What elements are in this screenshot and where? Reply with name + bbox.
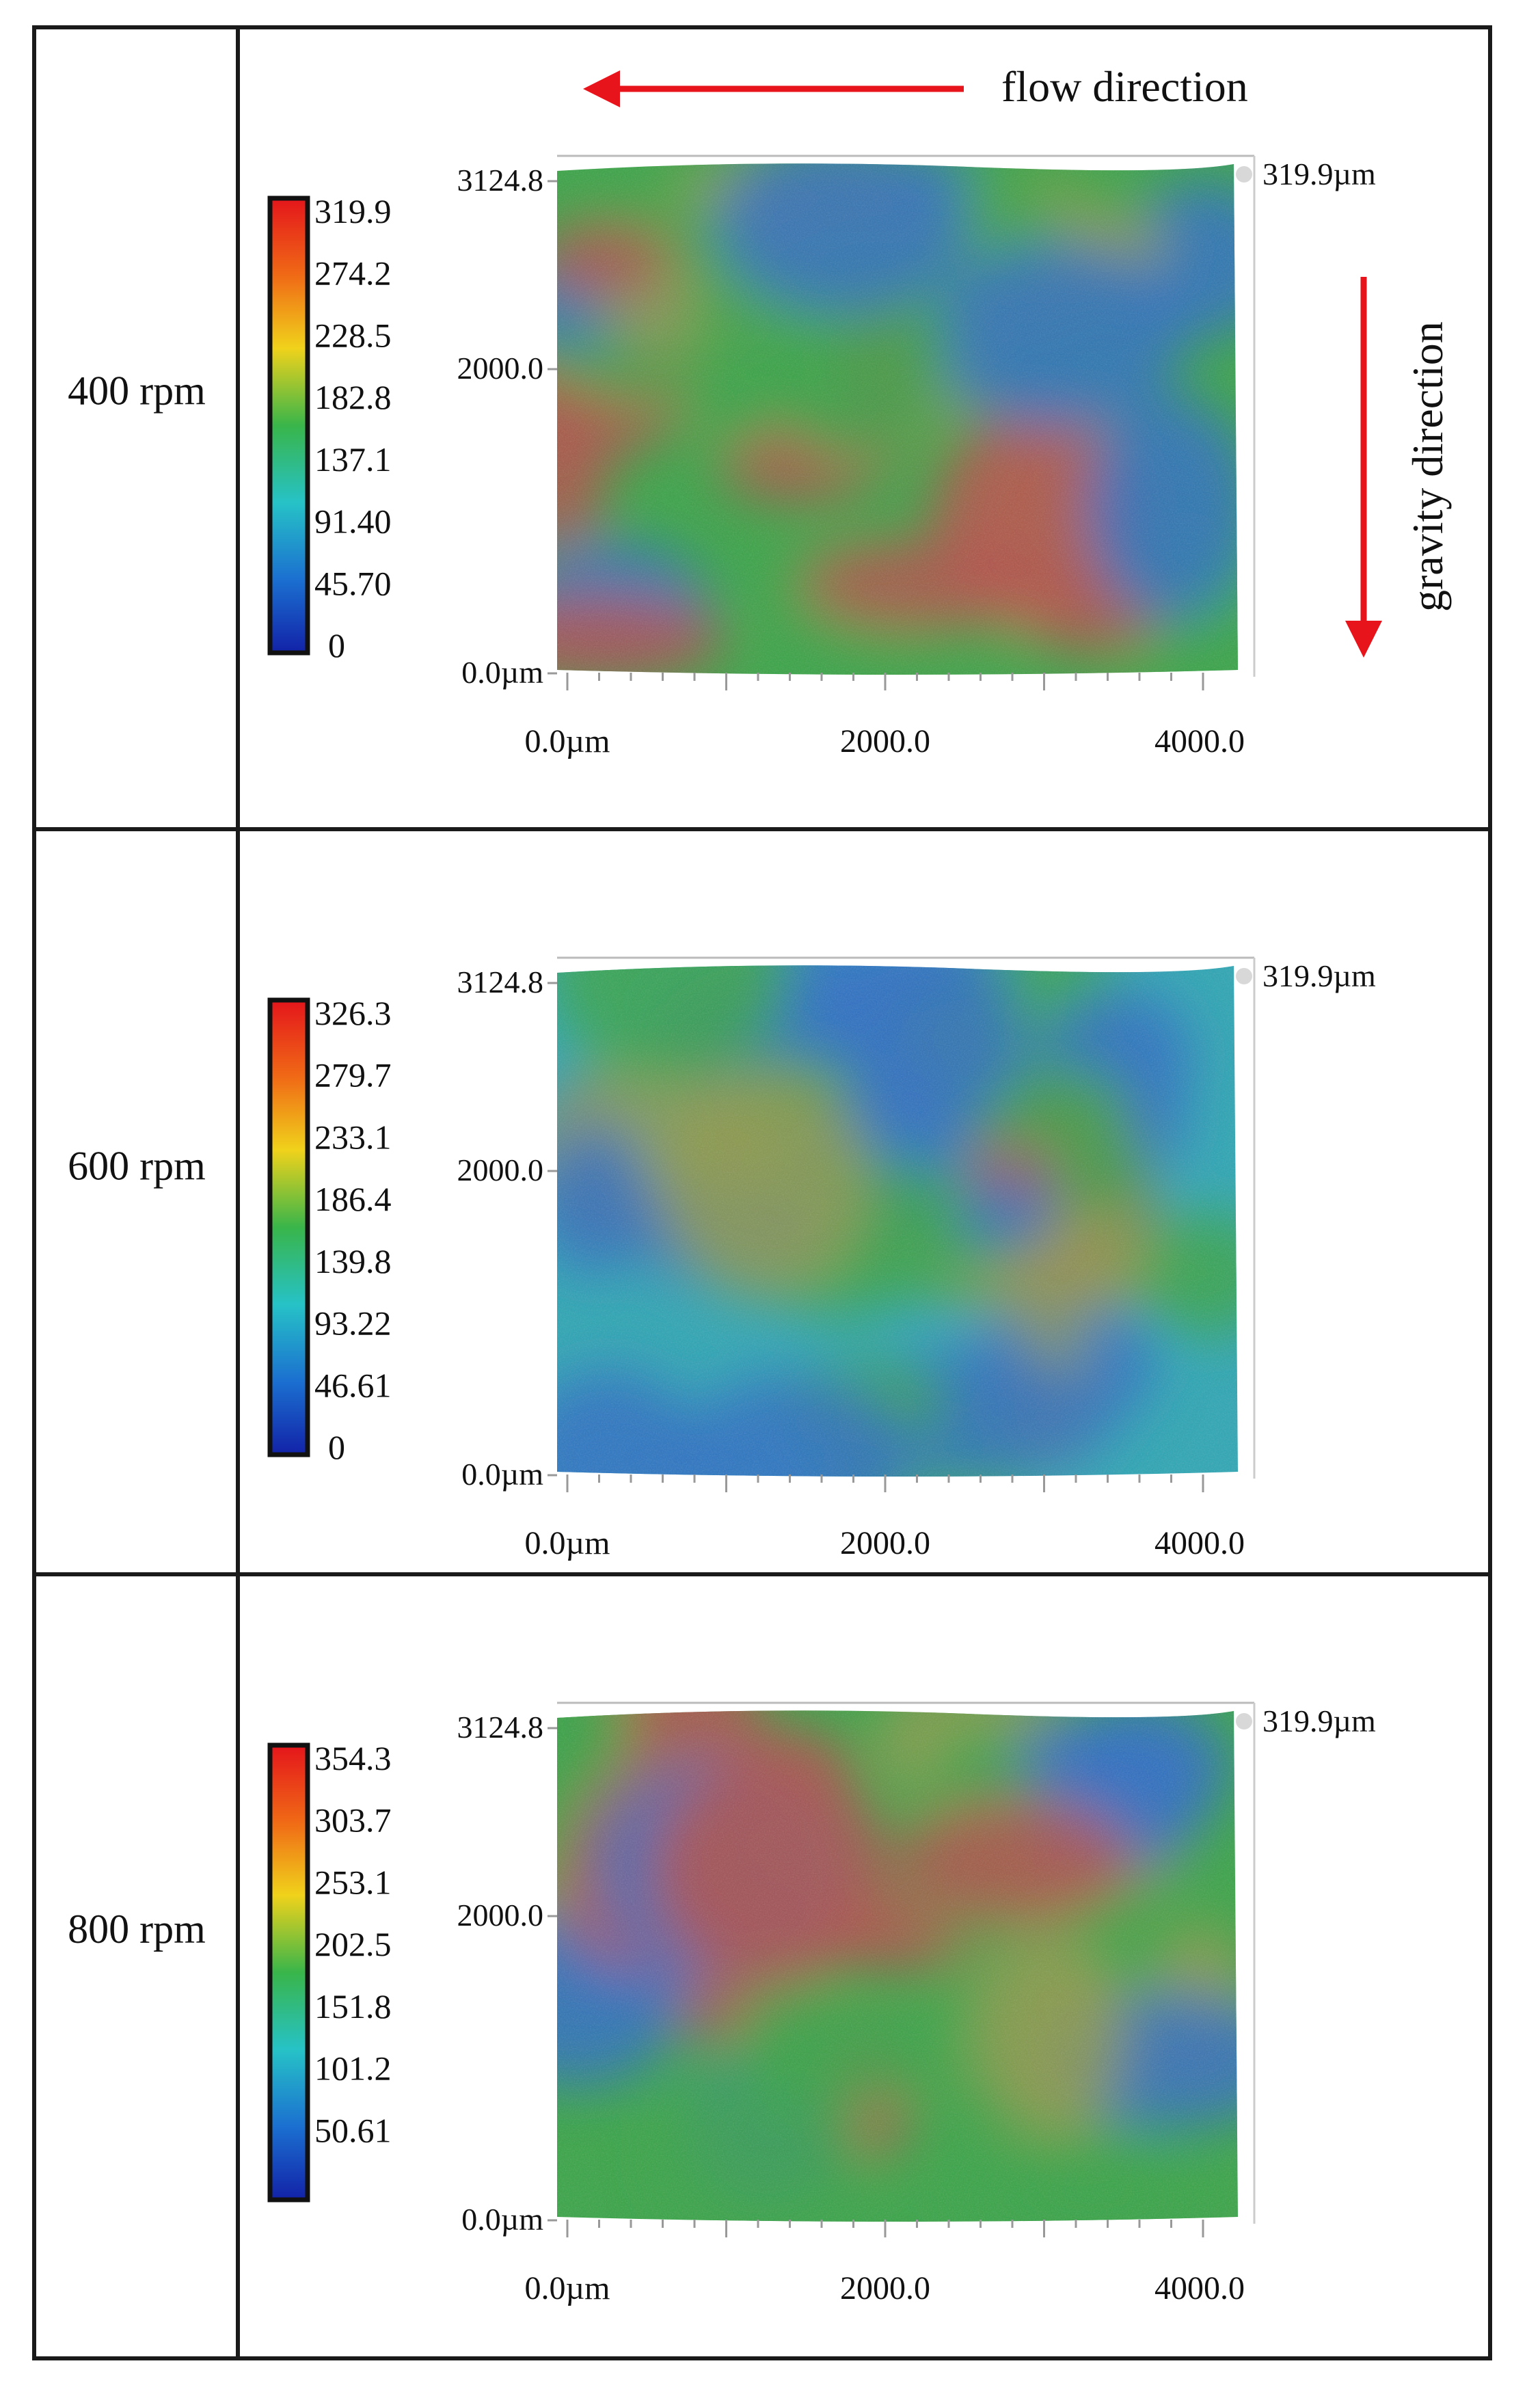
colorbar-tick-label: 139.8	[314, 1242, 392, 1280]
colorbar-tick-label: 91.40	[314, 502, 392, 541]
z-max-label: 319.9µm	[1262, 958, 1376, 993]
x-tick-label: 4000.0	[1154, 1525, 1245, 1561]
y-tick-label: 0.0µm	[461, 1457, 543, 1492]
colorbar-tick-label: 233.1	[314, 1118, 392, 1156]
colorbar-tick-label: 354.3	[314, 1739, 392, 1777]
x-tick-label: 0.0µm	[525, 2270, 610, 2306]
y-tick-label: 2000.0	[457, 351, 544, 386]
row-label: 400 rpm	[68, 368, 206, 413]
y-tick-label: 3124.8	[457, 1710, 544, 1745]
colorbar-tick-label: 326.3	[314, 994, 392, 1032]
z-max-label: 319.9µm	[1262, 1704, 1376, 1738]
surface-map	[557, 163, 1238, 675]
colorbar-tick-label: 46.61	[314, 1366, 392, 1404]
x-tick-label: 2000.0	[840, 1525, 930, 1561]
colorbar-tick-label: 303.7	[314, 1801, 392, 1840]
colorbar-tick-label: 253.1	[314, 1863, 392, 1901]
panel-2: 600 rpm 326.3 279.7 233.1 186.4 139.8 93.22 46.…	[68, 956, 1376, 1561]
colorbar-tick-label: 50.61	[314, 2111, 392, 2149]
flow-direction-label: flow direction	[1001, 62, 1248, 111]
colorbar-tick-label: 0	[328, 626, 345, 664]
y-tick-label: 0.0µm	[461, 655, 543, 690]
gravity-direction-annotation: gravity direction	[1345, 277, 1452, 658]
colorbar-tick-label: 202.5	[314, 1925, 392, 1963]
colorbar-tick-label: 0	[328, 1428, 345, 1466]
colorbar-tick-label: 319.9	[314, 192, 392, 230]
y-tick-label: 3124.8	[457, 163, 544, 198]
colorbar-tick-label: 182.8	[314, 378, 392, 416]
x-tick-label: 0.0µm	[525, 1525, 610, 1561]
colorbar-tick-label: 151.8	[314, 1987, 392, 2025]
gravity-direction-label: gravity direction	[1403, 321, 1452, 612]
x-tick-label: 4000.0	[1154, 2270, 1245, 2306]
surface-map	[557, 1710, 1238, 2222]
colorbar	[267, 997, 310, 1457]
colorbar	[267, 1742, 310, 2203]
colorbar-tick-label: 137.1	[314, 440, 392, 479]
colorbar-tick-label: 186.4	[314, 1180, 392, 1218]
colorbar-tick-label: 279.7	[314, 1056, 392, 1094]
colorbar	[267, 196, 310, 656]
colorbar-tick-label: 93.22	[314, 1304, 392, 1343]
table-frame	[32, 25, 1492, 2360]
surface-map	[557, 965, 1238, 1477]
y-tick-label: 2000.0	[457, 1898, 544, 1933]
colorbar-tick-label: 274.2	[314, 254, 392, 293]
y-tick-label: 0.0µm	[461, 2202, 543, 2237]
colorbar-tick-label: 101.2	[314, 2049, 392, 2088]
row-label: 600 rpm	[68, 1143, 206, 1188]
row-label: 800 rpm	[68, 1907, 206, 1952]
z-max-label: 319.9µm	[1262, 157, 1376, 191]
x-tick-label: 0.0µm	[525, 723, 610, 759]
y-tick-label: 3124.8	[457, 965, 544, 999]
x-tick-label: 4000.0	[1154, 723, 1245, 759]
panel-3: 800 rpm 354.3 303.7 253.1 202.5 151.8 101.2 50.…	[68, 1701, 1376, 2306]
colorbar-tick-label: 228.5	[314, 316, 392, 354]
y-tick-label: 2000.0	[457, 1153, 544, 1187]
x-tick-label: 2000.0	[840, 2270, 930, 2306]
panel-1: 400 rpm 319.9 274.2 228.5 182.8 137.1 91.40 45.…	[68, 154, 1376, 759]
colorbar-tick-label: 45.70	[314, 564, 392, 602]
panels: 400 rpm 319.9 274.2 228.5 182.8 137.1 91.40 45.…	[68, 154, 1376, 2306]
x-tick-label: 2000.0	[840, 723, 930, 759]
flow-direction-annotation: flow direction	[583, 62, 1248, 111]
